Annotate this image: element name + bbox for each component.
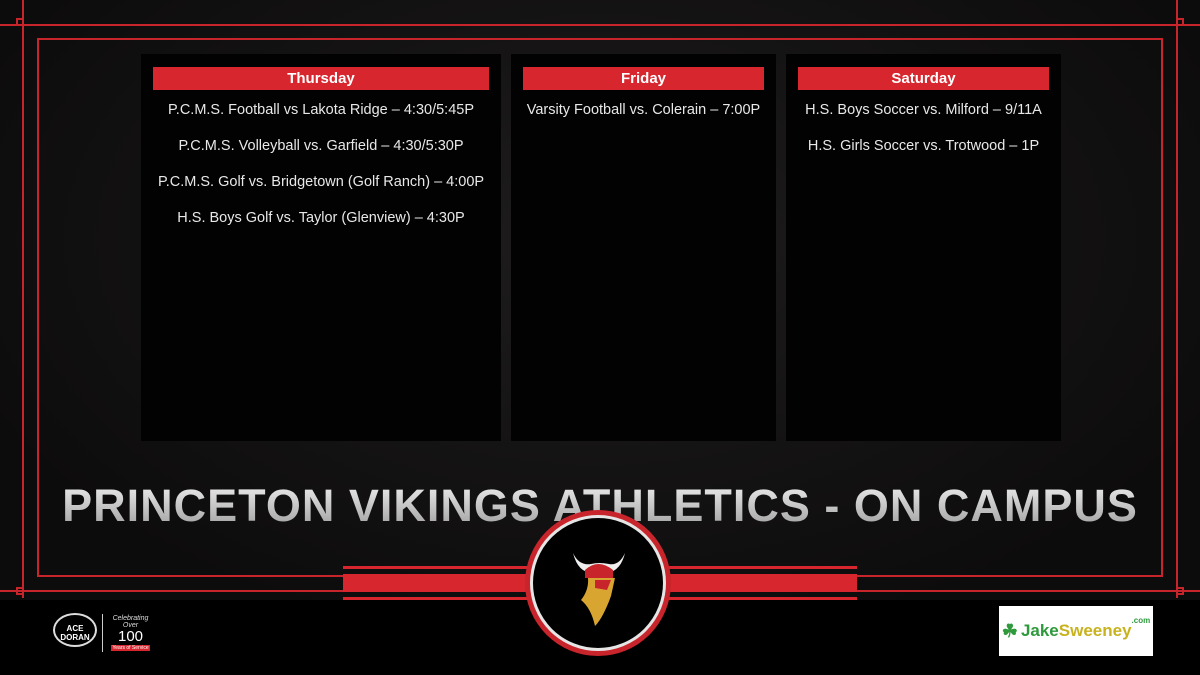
corner-square — [16, 18, 24, 26]
event-item: P.C.M.S. Golf vs. Bridgetown (Golf Ranch… — [157, 174, 485, 190]
corner-square — [1176, 587, 1184, 595]
day-header: Friday — [523, 67, 764, 90]
event-item: P.C.M.S. Football vs Lakota Ridge – 4:30… — [167, 102, 475, 118]
logo-text: Jake — [1020, 621, 1059, 640]
day-header: Saturday — [798, 67, 1049, 90]
day-header: Thursday — [153, 67, 489, 90]
day-panel-friday: Friday Varsity Football vs. Colerain – 7… — [511, 54, 776, 441]
viking-head-icon — [573, 553, 625, 626]
ace-doran-logo: ACE DORAN — [53, 613, 97, 647]
event-item: P.C.M.S. Volleyball vs. Garfield – 4:30/… — [178, 138, 464, 154]
shamrock-icon: ☘ — [1001, 620, 1018, 641]
event-item: H.S. Boys Soccer vs. Milford – 9/11A — [805, 102, 1042, 118]
corner-square — [1176, 18, 1184, 26]
frame-line-right — [1176, 0, 1178, 598]
corner-square — [16, 587, 24, 595]
jake-sweeney-logo: ☘ Jake Sweeney .com — [999, 606, 1153, 656]
ribbon: Years of Service — [111, 645, 150, 651]
divider — [102, 614, 103, 652]
event-item: Varsity Football vs. Colerain – 7:00P — [526, 102, 761, 118]
logo-text: Sweeney — [1058, 621, 1132, 640]
anniversary-badge: Celebrating Over 100 Years of Service — [108, 615, 153, 652]
day-panel-saturday: Saturday H.S. Boys Soccer vs. Milford – … — [786, 54, 1061, 441]
viking-logo — [530, 515, 666, 651]
tagline: Celebrating Over — [112, 615, 149, 629]
years: 100 — [117, 628, 144, 645]
logo-text: .com — [1131, 616, 1151, 625]
event-item: H.S. Girls Soccer vs. Trotwood – 1P — [807, 138, 1040, 154]
frame-line-top — [0, 24, 1200, 26]
frame-line-left — [22, 0, 24, 598]
day-panel-thursday: Thursday P.C.M.S. Football vs Lakota Rid… — [141, 54, 501, 441]
event-item: H.S. Boys Golf vs. Taylor (Glenview) – 4… — [177, 210, 465, 226]
